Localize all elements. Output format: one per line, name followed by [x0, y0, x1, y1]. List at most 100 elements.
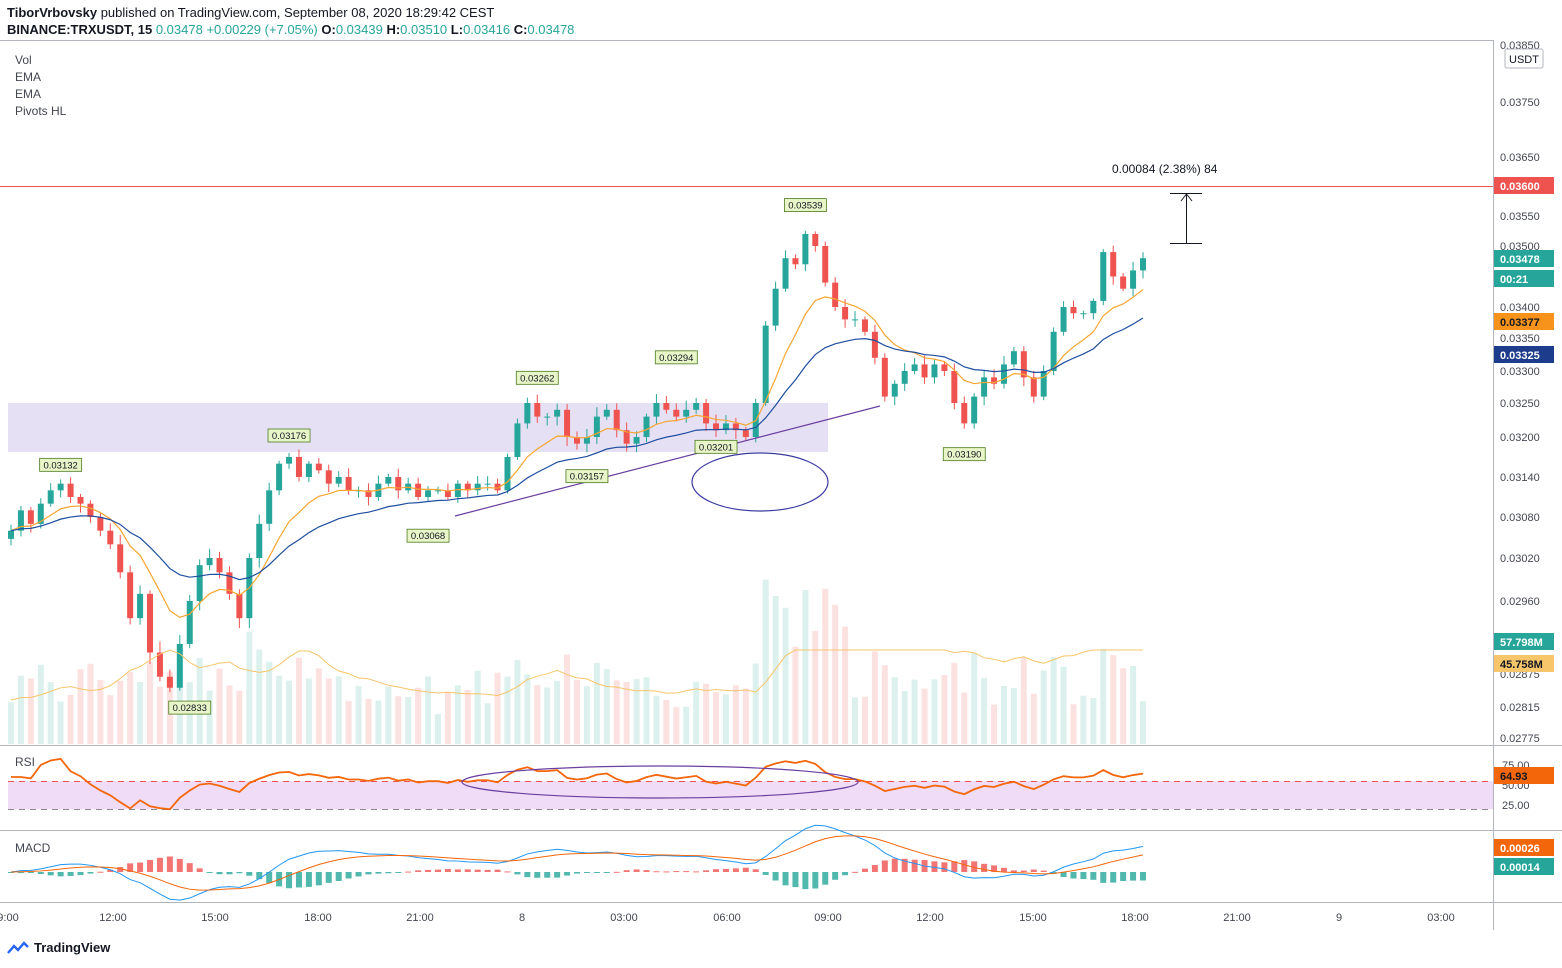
candle — [772, 288, 779, 326]
macd-bar — [226, 872, 233, 875]
candle — [961, 403, 968, 424]
volume-bar — [1040, 670, 1047, 744]
candle — [345, 477, 352, 491]
ema-slow-line[interactable] — [10, 317, 1144, 581]
candle — [1020, 351, 1027, 378]
macd-bar — [881, 860, 888, 872]
candle — [623, 430, 630, 444]
rsi-annotation-ellipse[interactable] — [461, 765, 859, 799]
macd-bar — [474, 869, 481, 872]
macd-bar — [842, 872, 849, 876]
footer-text: TradingView — [34, 940, 111, 955]
indicator-ema-slow[interactable]: EMA — [15, 87, 42, 101]
volume-bar — [792, 646, 799, 744]
trend-line[interactable] — [454, 405, 881, 517]
price-tick: 0.03400 — [1500, 302, 1540, 314]
macd-bar — [246, 872, 253, 876]
volume-bar — [693, 681, 700, 744]
indicator-ema-fast[interactable]: EMA — [15, 70, 42, 84]
indicator-vol[interactable]: Vol — [15, 53, 32, 67]
price-label-bg — [1494, 655, 1554, 672]
candle — [1100, 252, 1107, 301]
macd-bar — [911, 859, 918, 872]
macd-bar — [703, 870, 710, 872]
price-label-bg — [1494, 839, 1554, 856]
candle — [1110, 252, 1117, 277]
volume-bar — [147, 662, 154, 744]
consolidation-zone[interactable] — [8, 403, 828, 452]
signal-line[interactable] — [10, 835, 1144, 891]
volume-bar — [1140, 701, 1146, 744]
macd-bar — [77, 872, 84, 876]
time-tick: 21:00 — [1223, 912, 1251, 924]
candle — [544, 416, 551, 418]
author-name[interactable]: TiborVrbovsky — [7, 5, 98, 20]
macd-bar — [27, 872, 34, 874]
candle — [832, 282, 839, 307]
rsi-line[interactable] — [11, 757, 1144, 811]
high-label: H: — [386, 22, 401, 37]
annotation-ellipse[interactable] — [691, 452, 829, 512]
volume-bar — [633, 679, 640, 744]
macd-bar — [1130, 872, 1137, 881]
volume-bar — [395, 696, 402, 744]
ema-fast-line[interactable] — [10, 288, 1144, 619]
volume-bar — [425, 676, 432, 744]
macd-bar — [583, 872, 590, 873]
macd-bar — [286, 872, 293, 889]
price-label-bg — [1494, 270, 1554, 287]
candle — [97, 517, 104, 531]
candle — [653, 403, 660, 417]
volume-bar — [385, 686, 392, 744]
rsi-pane-title[interactable]: RSI — [15, 755, 36, 769]
price-tick: 0.03650 — [1500, 152, 1540, 164]
time-tick: 18:00 — [1121, 912, 1149, 924]
candle — [762, 325, 769, 403]
macd-bar — [1090, 872, 1097, 880]
currency-box[interactable] — [1504, 48, 1544, 69]
volume-bar — [534, 685, 541, 744]
price-tick: 0.02960 — [1500, 596, 1540, 608]
volume-bar — [47, 682, 54, 744]
price-tick: 0.03250 — [1500, 398, 1540, 410]
volume-bar — [931, 679, 938, 744]
volume-bar — [266, 661, 273, 744]
symbol-name[interactable]: BINANCE:TRXUSDT, 15 — [7, 22, 153, 37]
volume-bar — [911, 679, 918, 744]
time-tick: 12:00 — [99, 912, 127, 924]
candle — [981, 377, 988, 397]
price-tick: 0.03080 — [1500, 512, 1540, 524]
pivot-label-box — [406, 528, 450, 543]
candle — [57, 483, 64, 491]
macd-line[interactable] — [10, 824, 1144, 901]
indicator-pivots[interactable]: Pivots HL — [15, 104, 67, 118]
price-label: 0.03478 — [1500, 254, 1540, 266]
candle — [226, 572, 233, 594]
volume-bar — [246, 631, 253, 744]
macd-bar — [385, 872, 392, 874]
candle — [852, 319, 859, 321]
candle — [603, 409, 610, 417]
macd-bar — [713, 869, 720, 872]
footer-brand[interactable]: TradingView — [7, 940, 110, 955]
candle — [792, 258, 799, 265]
volume-bar — [355, 686, 362, 744]
time-axis[interactable]: 9:00 12:00 15:00 18:00 21:00 8 03:00 06:00 09:00… — [0, 912, 1455, 924]
macd-pane-title[interactable]: MACD — [15, 841, 51, 855]
candle — [335, 477, 342, 484]
volume-bar — [474, 670, 481, 744]
macd-bar — [236, 872, 243, 874]
candle — [395, 477, 402, 491]
candle — [703, 403, 710, 424]
price-range-tool[interactable] — [1170, 193, 1202, 244]
volume-ma-line[interactable] — [10, 649, 1143, 701]
volume-bar — [335, 676, 342, 744]
volume-bar — [216, 668, 223, 744]
candle — [425, 490, 432, 497]
volume-bar — [593, 662, 600, 744]
price-axis[interactable]: 0.038500.037500.036500.035500.035000.034… — [1500, 40, 1540, 812]
volume-bar — [77, 669, 84, 744]
volume-bar — [782, 607, 789, 744]
volume-bar — [742, 688, 749, 744]
